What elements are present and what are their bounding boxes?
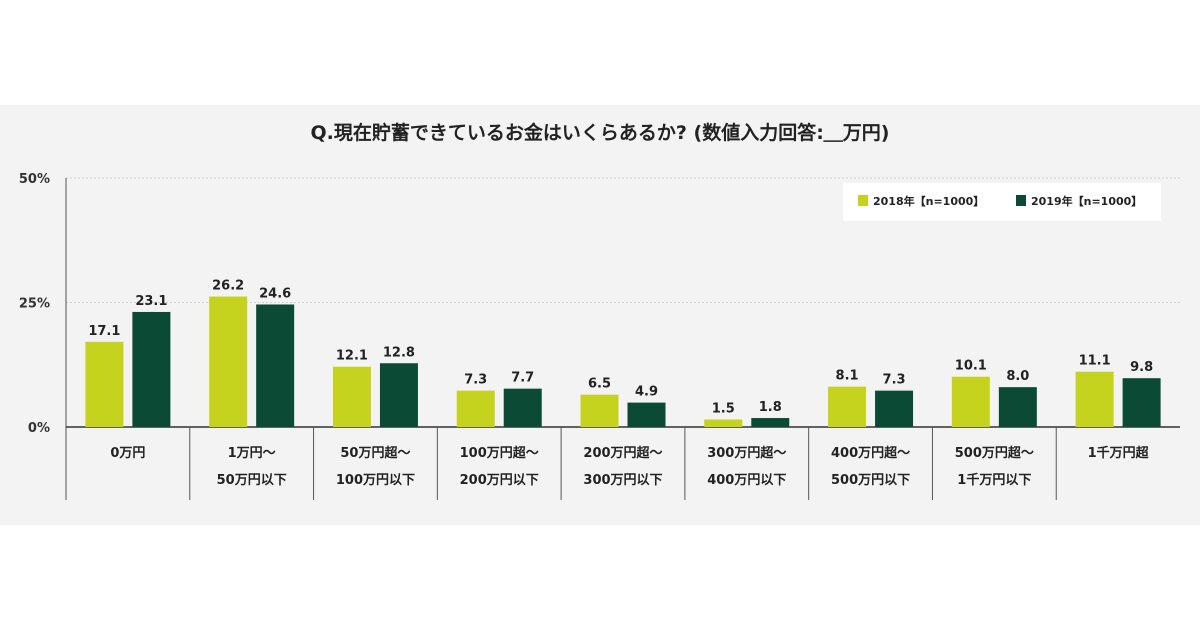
bar-series1 [209, 296, 248, 427]
x-tick-label: 300万円超〜 [707, 445, 786, 461]
x-tick-label: 300万円以下 [583, 473, 662, 488]
data-label: 11.1 [1079, 354, 1111, 369]
x-tick-label: 400万円以下 [707, 473, 786, 488]
x-tick-label: 1千万円超 [1088, 445, 1150, 461]
data-label: 8.1 [836, 369, 859, 384]
data-label: 24.6 [259, 286, 291, 301]
y-tick-label: 25% [19, 297, 50, 312]
bar-series2 [998, 387, 1037, 427]
x-tick-label: 200万円超〜 [583, 445, 662, 461]
x-tick-label: 500万円超〜 [955, 445, 1034, 461]
bar-series2 [132, 311, 171, 427]
x-tick-label: 50万円以下 [217, 473, 287, 488]
data-label: 1.5 [712, 402, 735, 417]
data-label: 7.3 [883, 373, 906, 388]
bar-series2 [875, 390, 914, 427]
legend-swatch [1016, 195, 1026, 206]
bar-series2 [503, 388, 542, 427]
data-label: 12.8 [383, 345, 415, 360]
data-label: 10.1 [955, 359, 987, 374]
data-label: 4.9 [635, 385, 658, 400]
x-tick-label: 100万円以下 [336, 473, 415, 488]
data-label: 6.5 [588, 377, 611, 392]
data-label: 8.0 [1006, 369, 1029, 384]
x-tick-label: 1万円〜 [228, 446, 276, 461]
bar-series1 [828, 386, 867, 427]
chart-panel [0, 105, 1200, 525]
x-tick-label: 200万円以下 [460, 473, 539, 488]
data-label: 17.1 [88, 324, 120, 339]
bar-series1 [580, 394, 619, 427]
x-tick-label: 400万円超〜 [831, 445, 910, 461]
data-label: 1.8 [759, 400, 782, 415]
bar-series1 [704, 419, 743, 427]
x-tick-label: 1千万円以下 [957, 472, 1031, 488]
legend-label: 2018年【n=1000】 [873, 194, 984, 208]
bar-series2 [751, 418, 790, 427]
bar-series2 [627, 402, 666, 427]
bar-series1 [1075, 371, 1114, 427]
x-tick-label: 50万円超〜 [340, 445, 410, 461]
x-tick-label: 100万円超〜 [460, 445, 539, 461]
data-label: 7.3 [464, 373, 487, 388]
data-label: 26.2 [212, 279, 244, 294]
y-tick-label: 0% [28, 421, 50, 436]
legend-label: 2019年【n=1000】 [1031, 194, 1142, 208]
y-tick-label: 50% [19, 172, 50, 187]
bar-series2 [1122, 378, 1161, 427]
bar-series2 [256, 304, 295, 427]
data-label: 7.7 [511, 371, 534, 386]
bar-series1 [332, 366, 371, 427]
bar-series1 [456, 390, 495, 427]
x-tick-label: 500万円以下 [831, 473, 910, 488]
bar-series1 [951, 376, 990, 427]
data-label: 23.1 [135, 294, 167, 309]
legend-box [843, 183, 1161, 221]
data-label: 9.8 [1130, 360, 1153, 375]
bar-series2 [379, 363, 418, 427]
bar-series1 [85, 341, 124, 427]
x-tick-label: 0万円 [110, 446, 145, 461]
chart-title: Q.現在貯蓄できているお金はいくらあるか? (数値入力回答:＿万円) [310, 122, 890, 144]
legend-swatch [858, 195, 868, 206]
data-label: 12.1 [336, 349, 368, 364]
